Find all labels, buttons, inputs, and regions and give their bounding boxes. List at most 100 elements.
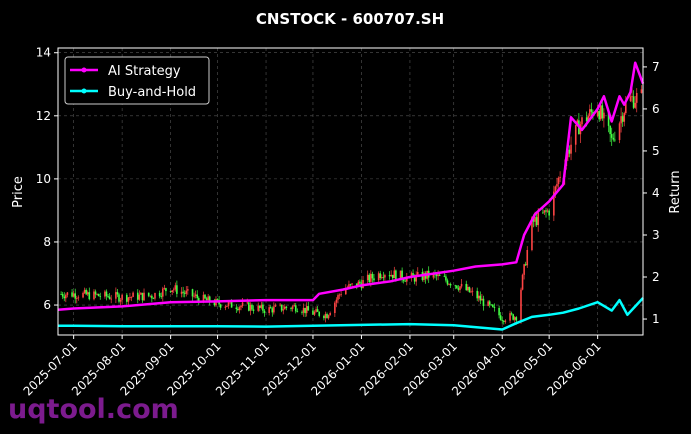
- candle-body: [521, 274, 524, 290]
- candle-body: [340, 294, 342, 296]
- candle-body: [219, 304, 222, 308]
- candle-body: [172, 289, 175, 291]
- candle-body: [499, 315, 502, 320]
- candle-body: [296, 311, 299, 313]
- y-tick-label: 8: [43, 235, 51, 249]
- legend-marker-bh: [81, 88, 87, 94]
- y-tick-label: 10: [36, 172, 51, 186]
- candle-body: [324, 314, 327, 319]
- candle-body: [163, 288, 166, 289]
- candle-body: [373, 278, 375, 281]
- candle-body: [77, 297, 80, 299]
- candle-body: [171, 290, 173, 293]
- candle-body: [357, 281, 360, 287]
- candle-body: [623, 113, 626, 122]
- candle-body: [493, 307, 496, 309]
- candle-body: [535, 217, 538, 226]
- candle-body: [570, 144, 572, 154]
- candle-body: [129, 297, 131, 298]
- candle-body: [368, 274, 371, 282]
- candle-body: [263, 310, 266, 313]
- candle-body: [334, 302, 336, 314]
- candle-body: [345, 288, 347, 295]
- legend-label-ai: AI Strategy: [108, 64, 181, 79]
- candle-body: [620, 116, 622, 124]
- candle-body: [515, 317, 518, 321]
- candle-body: [559, 176, 561, 178]
- candle-body: [140, 292, 142, 295]
- candle-body: [127, 297, 130, 302]
- candle-body: [226, 306, 228, 307]
- candle-body: [316, 309, 319, 312]
- candle-body: [251, 305, 253, 310]
- candle-body: [313, 311, 316, 315]
- candle-body: [393, 270, 396, 279]
- candle-body: [612, 137, 615, 140]
- candle-body: [94, 291, 97, 295]
- candle-body: [187, 289, 189, 291]
- candle-body: [443, 275, 446, 277]
- candle-body: [97, 294, 100, 297]
- candle-body: [126, 294, 128, 302]
- candle-body: [629, 96, 632, 102]
- candle-body: [147, 292, 150, 296]
- candle-body: [640, 89, 643, 93]
- candle-body: [379, 273, 382, 279]
- candle-body: [301, 311, 303, 313]
- candle-body: [61, 294, 64, 297]
- candle-body: [169, 291, 172, 293]
- candle-body: [467, 286, 469, 291]
- candle-body: [599, 105, 602, 120]
- legend-marker-ai: [81, 67, 87, 73]
- candle-body: [329, 313, 331, 316]
- candle-body: [618, 123, 621, 141]
- candle-body: [391, 274, 394, 279]
- candle-body: [158, 293, 161, 297]
- candle-body: [454, 285, 457, 287]
- candle-body: [390, 274, 392, 277]
- candle-body: [488, 301, 491, 305]
- candle-body: [293, 305, 295, 307]
- candle-body: [294, 305, 297, 312]
- y-axis-left: 6 8 10 12 14: [36, 46, 58, 312]
- candle-body: [104, 291, 106, 297]
- candle-body: [490, 304, 493, 306]
- candle-body: [635, 92, 638, 103]
- candle-body: [448, 284, 450, 285]
- candle-body: [456, 285, 458, 289]
- candle-body: [268, 307, 270, 313]
- candle-body: [269, 307, 272, 309]
- candle-body: [151, 295, 153, 299]
- candle-body: [93, 291, 95, 300]
- candle-body: [83, 289, 86, 293]
- candle-body: [384, 275, 386, 278]
- candle-body: [587, 116, 590, 122]
- candle-body: [410, 273, 413, 277]
- candle-body: [423, 272, 425, 280]
- candle-body: [182, 291, 184, 293]
- candle-body: [609, 125, 611, 135]
- y2-tick-label: 5: [652, 144, 660, 158]
- candle-body: [110, 298, 112, 300]
- candle-body: [556, 184, 558, 187]
- candle-body: [406, 276, 408, 282]
- candle-body: [165, 288, 167, 292]
- candle-body: [388, 275, 391, 277]
- candle-body: [470, 291, 472, 293]
- candle-body: [60, 294, 62, 295]
- candle-body: [413, 275, 416, 282]
- candle-body: [230, 300, 233, 308]
- candle-body: [574, 125, 577, 145]
- candle-body: [366, 274, 369, 281]
- candle-body: [351, 283, 353, 285]
- candle-body: [568, 149, 571, 154]
- candle-body: [524, 264, 527, 266]
- candle-body: [349, 284, 352, 286]
- legend-box: [64, 56, 210, 105]
- candle-body: [279, 304, 281, 306]
- candle-body: [476, 290, 478, 299]
- series-lines: [57, 61, 645, 331]
- candle-body: [377, 273, 380, 281]
- candle-body: [465, 283, 468, 291]
- y-tick-label: 6: [43, 298, 51, 312]
